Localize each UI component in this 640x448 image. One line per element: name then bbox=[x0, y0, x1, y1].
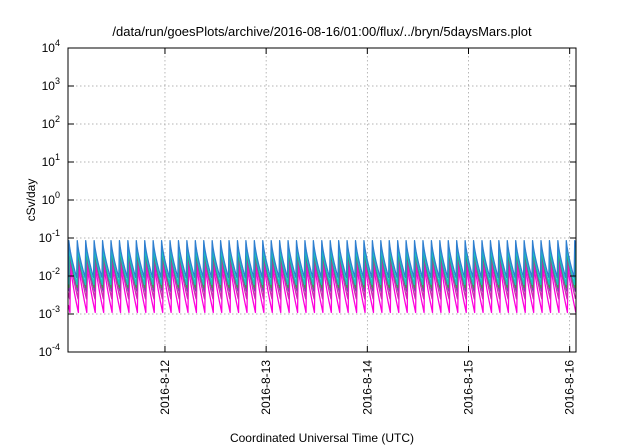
y-tick-label: 102 bbox=[42, 114, 60, 131]
y-tick-label: 100 bbox=[42, 190, 60, 207]
y-tick-label: 10-4 bbox=[39, 342, 60, 359]
y-tick-exponent: 4 bbox=[55, 38, 60, 48]
y-tick-base: 10 bbox=[42, 117, 56, 131]
y-tick-label: 10-1 bbox=[39, 228, 60, 245]
x-tick-labels: 2016-8-12 2016-8-13 2016-8-14 2016-8-15 2016… bbox=[158, 360, 577, 415]
series-line bbox=[67, 263, 577, 314]
y-tick-exponent: -3 bbox=[52, 304, 60, 314]
y-tick-label: 103 bbox=[42, 76, 60, 93]
x-tick-label: 2016-8-14 bbox=[360, 360, 374, 415]
y-tick-label: 101 bbox=[42, 152, 60, 169]
y-tick-base: 10 bbox=[39, 307, 53, 321]
y-tick-exponent: -1 bbox=[52, 228, 60, 238]
y-tick-base: 10 bbox=[39, 345, 53, 359]
y-tick-base: 10 bbox=[42, 41, 56, 55]
y-tick-exponent: 2 bbox=[55, 114, 60, 124]
x-tick-label: 2016-8-13 bbox=[259, 360, 273, 415]
y-tick-exponent: 0 bbox=[55, 190, 60, 200]
axis-ticks bbox=[68, 47, 576, 353]
series-line bbox=[67, 240, 577, 279]
x-tick-label: 2016-8-15 bbox=[461, 360, 475, 415]
y-tick-label: 10-2 bbox=[39, 266, 60, 283]
y-tick-base: 10 bbox=[42, 79, 56, 93]
y-tick-exponent: -4 bbox=[52, 342, 60, 352]
chart-title: /data/run/goesPlots/archive/2016-08-16/0… bbox=[112, 24, 532, 39]
y-tick-base: 10 bbox=[42, 155, 56, 169]
series-line bbox=[67, 254, 577, 300]
y-axis-title: cSv/day bbox=[24, 179, 38, 222]
y-tick-exponent: -2 bbox=[52, 266, 60, 276]
series-group bbox=[67, 240, 577, 314]
y-tick-exponent: 1 bbox=[55, 152, 60, 162]
y-tick-exponent: 3 bbox=[55, 76, 60, 86]
y-tick-base: 10 bbox=[39, 269, 53, 283]
y-tick-label: 10-3 bbox=[39, 304, 60, 321]
x-axis-title: Coordinated Universal Time (UTC) bbox=[230, 431, 414, 445]
x-tick-label: 2016-8-16 bbox=[563, 360, 577, 415]
y-tick-base: 10 bbox=[42, 193, 56, 207]
y-tick-label: 104 bbox=[42, 38, 60, 55]
x-tick-label: 2016-8-12 bbox=[158, 360, 172, 415]
y-tick-base: 10 bbox=[39, 231, 53, 245]
